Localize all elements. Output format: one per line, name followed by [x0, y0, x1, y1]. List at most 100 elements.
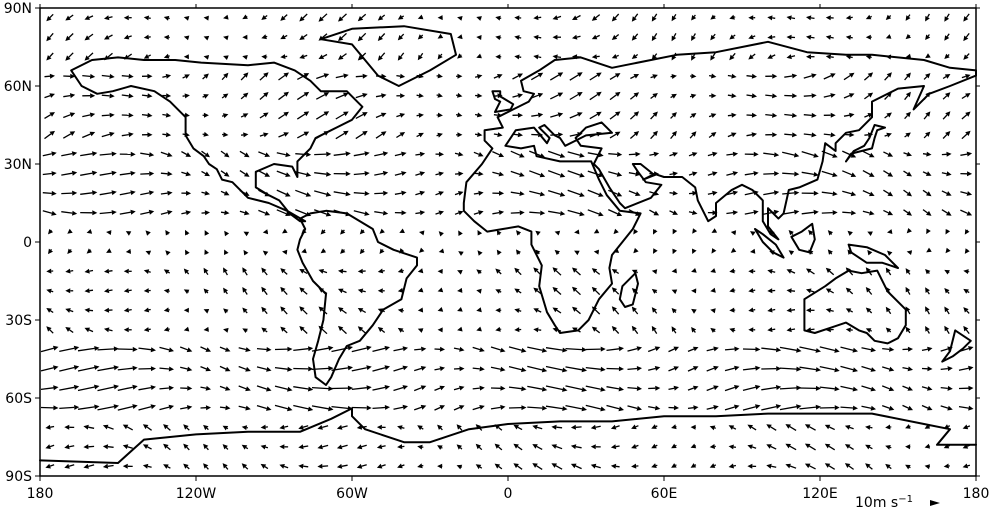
wind-arrow: [256, 385, 272, 392]
wind-arrow: [82, 131, 96, 139]
wind-arrow: [922, 189, 932, 197]
wind-arrow: [782, 209, 800, 215]
wind-arrow: [59, 404, 80, 410]
wind-arrow: [535, 230, 541, 236]
wind-arrow: [728, 425, 737, 430]
wind-arrow: [827, 249, 833, 255]
wind-arrow: [629, 111, 640, 120]
wind-arrow: [940, 385, 953, 391]
wind-arrow: [180, 385, 193, 391]
wind-arrow: [808, 249, 814, 255]
quiver-key-label: 10m s−1: [855, 494, 913, 509]
wind-arrow: [844, 463, 854, 470]
wind-arrow: [48, 248, 53, 255]
x-tick-label: 180: [963, 486, 989, 502]
wind-arrow: [203, 424, 209, 431]
wind-arrow: [260, 424, 268, 430]
wind-arrow: [121, 112, 134, 118]
wind-arrow: [434, 385, 445, 392]
wind-arrow: [80, 151, 98, 157]
wind-arrow: [317, 463, 329, 469]
wind-arrow: [883, 189, 894, 197]
wind-arrow: [742, 365, 761, 371]
wind-arrow: [884, 112, 892, 119]
wind-arrow: [548, 189, 566, 197]
wind-arrow: [101, 112, 115, 118]
wind-arrow: [904, 72, 911, 81]
wind-arrow: [691, 288, 697, 294]
wind-arrow: [847, 230, 853, 236]
wind-arrow: [183, 463, 190, 470]
wind-arrow: [767, 307, 776, 313]
wind-arrow: [647, 346, 661, 353]
wind-arrow: [99, 190, 117, 196]
wind-arrow: [765, 93, 778, 99]
wind-arrow: [799, 385, 821, 391]
wind-arrow: [533, 327, 542, 333]
wind-arrow: [531, 92, 544, 99]
wind-arrow: [219, 385, 231, 391]
wind-arrow: [549, 72, 564, 81]
wind-arrow: [316, 73, 330, 80]
wind-arrow: [333, 191, 351, 197]
y-tick-label: 90S: [5, 469, 32, 485]
wind-arrow: [258, 209, 271, 216]
wind-arrow: [183, 35, 190, 41]
wind-arrow: [671, 443, 677, 449]
wind-arrow: [865, 328, 872, 333]
coastline-africa-eurasia: [462, 40, 977, 334]
wind-arrow: [399, 248, 405, 254]
wind-arrow: [351, 405, 372, 411]
wind-arrow: [416, 112, 424, 118]
wind-arrow: [280, 286, 288, 296]
wind-arrow: [547, 150, 566, 158]
wind-arrow: [610, 444, 620, 450]
wind-arrow: [606, 386, 624, 392]
wind-arrow: [141, 112, 153, 118]
wind-arrow: [296, 111, 310, 120]
wind-arrow: [885, 54, 892, 60]
wind-arrow: [493, 112, 503, 118]
wind-arrow: [819, 346, 840, 353]
wind-arrow: [550, 112, 564, 118]
wind-arrow: [311, 386, 334, 392]
wind-arrow: [393, 346, 408, 352]
wind-arrow: [122, 463, 133, 469]
wind-arrow: [572, 14, 581, 20]
y-tick-label: 0: [23, 235, 32, 251]
wind-arrow: [331, 385, 353, 391]
wind-arrow: [726, 210, 739, 216]
wind-arrow: [183, 424, 190, 431]
wind-arrow: [821, 170, 838, 178]
wind-arrow: [629, 92, 640, 100]
wind-arrow: [276, 170, 291, 177]
wind-arrow: [65, 327, 74, 334]
wind-arrow: [159, 346, 174, 353]
wind-arrow: [650, 130, 658, 140]
wind-arrow: [786, 54, 796, 60]
wind-arrow: [490, 404, 506, 410]
wind-arrow: [318, 288, 328, 295]
wind-arrow: [670, 93, 677, 99]
wind-arrow: [843, 93, 855, 99]
wind-arrow: [260, 463, 269, 470]
wind-arrow: [865, 463, 873, 470]
wind-arrow: [845, 267, 854, 276]
wind-arrow: [941, 151, 952, 157]
wind-arrow: [508, 386, 527, 392]
wind-arrow: [238, 347, 251, 352]
wind-arrow: [823, 132, 836, 138]
wind-arrow: [163, 15, 170, 21]
wind-arrow: [101, 93, 115, 99]
wind-arrow: [357, 288, 366, 294]
wind-arrow: [338, 288, 347, 294]
wind-arrow: [671, 32, 677, 42]
wind-arrow: [707, 210, 718, 216]
wind-arrow: [729, 327, 736, 333]
wind-arrow: [84, 33, 94, 41]
wind-arrow: [535, 249, 541, 255]
wind-arrow: [63, 112, 76, 119]
wind-arrow: [97, 404, 119, 411]
wind-arrow: [824, 463, 836, 470]
wind-arrow: [397, 268, 404, 274]
